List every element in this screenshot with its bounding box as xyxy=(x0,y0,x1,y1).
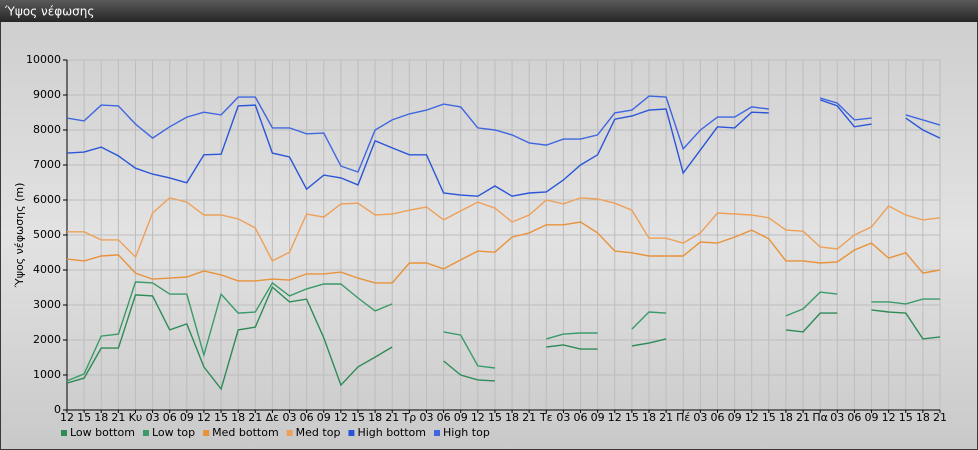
x-tick-label: 03 xyxy=(419,411,433,424)
x-tick-label: 21 xyxy=(933,411,947,424)
legend-label: High bottom xyxy=(357,426,426,439)
x-tick-label: 03 xyxy=(830,411,844,424)
line-series xyxy=(66,99,941,197)
line-series xyxy=(66,285,941,391)
x-tick-label: 15 xyxy=(351,411,365,424)
x-tick-label: 18 xyxy=(916,411,930,424)
legend-label: Low bottom xyxy=(70,426,135,439)
x-tick-label: 09 xyxy=(865,411,879,424)
x-tick-label: 12 xyxy=(882,411,896,424)
y-tick-label: 1000 xyxy=(33,368,61,381)
x-tick-label: 12 xyxy=(60,411,74,424)
x-tick-label: Πέ xyxy=(676,411,690,424)
line-series xyxy=(66,281,940,382)
x-tick-label: Πα xyxy=(812,411,828,424)
legend-marker xyxy=(61,430,67,436)
y-tick-label: 2000 xyxy=(33,333,61,346)
x-tick-label: 15 xyxy=(899,411,913,424)
x-tick-label: 09 xyxy=(317,411,331,424)
y-tick-label: 0 xyxy=(54,403,61,416)
x-tick-label: 18 xyxy=(779,411,793,424)
window-title: Ύψος νέφωσης xyxy=(4,5,94,19)
y-tick-label: 4000 xyxy=(33,263,61,276)
x-tick-label: 12 xyxy=(745,411,759,424)
x-tick-label: 06 xyxy=(710,411,724,424)
x-tick-label: 15 xyxy=(488,411,502,424)
x-tick-label: 18 xyxy=(642,411,656,424)
x-tick-label: 09 xyxy=(180,411,194,424)
legend-marker xyxy=(348,430,355,436)
x-tick-label: 03 xyxy=(146,411,160,424)
x-tick-label: 21 xyxy=(659,411,673,424)
x-tick-label: Τε xyxy=(539,411,553,424)
y-tick-label: 10000 xyxy=(26,53,61,66)
x-tick-label: 06 xyxy=(163,411,177,424)
x-tick-label: 21 xyxy=(522,411,536,424)
legend-label: Med bottom xyxy=(212,426,279,439)
y-axis-label: Ύψος νέφωσης (m) xyxy=(13,183,26,289)
x-tick-label: 09 xyxy=(728,411,742,424)
x-tick-label: 06 xyxy=(847,411,861,424)
legend-label: High top xyxy=(443,426,490,439)
x-tick-label: 03 xyxy=(283,411,297,424)
x-tick-label: 15 xyxy=(762,411,776,424)
x-tick-label: 21 xyxy=(248,411,262,424)
legend-label: Med top xyxy=(296,426,341,439)
x-tick-label: 06 xyxy=(574,411,588,424)
x-tick-label: 12 xyxy=(471,411,485,424)
x-tick-label: 21 xyxy=(111,411,125,424)
legend-marker xyxy=(142,430,149,436)
line-series xyxy=(66,221,941,284)
legend-marker xyxy=(434,430,440,436)
x-tick-label: Τρ xyxy=(402,411,417,424)
x-tick-label: 18 xyxy=(505,411,519,424)
x-tick-label: Δε xyxy=(266,411,280,424)
x-tick-label: 03 xyxy=(693,411,707,424)
x-tick-label: 09 xyxy=(591,411,605,424)
legend-marker xyxy=(286,430,293,436)
y-tick-label: 9000 xyxy=(33,88,61,101)
x-tick-label: 06 xyxy=(437,411,451,424)
x-tick-label: 21 xyxy=(796,411,810,424)
y-tick-label: 7000 xyxy=(33,158,61,171)
x-tick-label: 18 xyxy=(94,411,108,424)
x-tick-label: 12 xyxy=(197,411,211,424)
x-tick-label: 18 xyxy=(231,411,245,424)
line-series xyxy=(67,197,941,262)
legend-label: Low top xyxy=(152,426,195,439)
legend-marker xyxy=(203,430,210,436)
x-tick-label: 21 xyxy=(385,411,399,424)
x-tick-label: 03 xyxy=(556,411,570,424)
y-tick-label: 8000 xyxy=(33,123,61,136)
x-tick-label: Κυ xyxy=(129,411,143,424)
x-tick-label: 18 xyxy=(368,411,382,424)
x-tick-label: 12 xyxy=(608,411,622,424)
y-tick-label: 5000 xyxy=(33,228,61,241)
line-series xyxy=(66,95,941,173)
x-tick-label: 06 xyxy=(300,411,314,424)
x-tick-label: 09 xyxy=(454,411,468,424)
title-bar xyxy=(0,0,978,22)
x-tick-label: 15 xyxy=(214,411,228,424)
y-tick-label: 6000 xyxy=(33,193,61,206)
y-tick-label: 3000 xyxy=(33,298,61,311)
x-tick-label: 15 xyxy=(77,411,91,424)
x-tick-label: 15 xyxy=(625,411,639,424)
x-tick-label: 12 xyxy=(334,411,348,424)
